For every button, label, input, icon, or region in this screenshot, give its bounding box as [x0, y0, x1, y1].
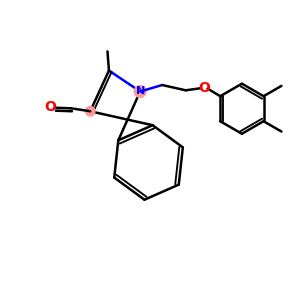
- Text: N: N: [136, 86, 145, 97]
- Text: O: O: [198, 81, 210, 95]
- Circle shape: [134, 85, 146, 98]
- Text: O: O: [45, 100, 56, 114]
- Circle shape: [85, 106, 95, 116]
